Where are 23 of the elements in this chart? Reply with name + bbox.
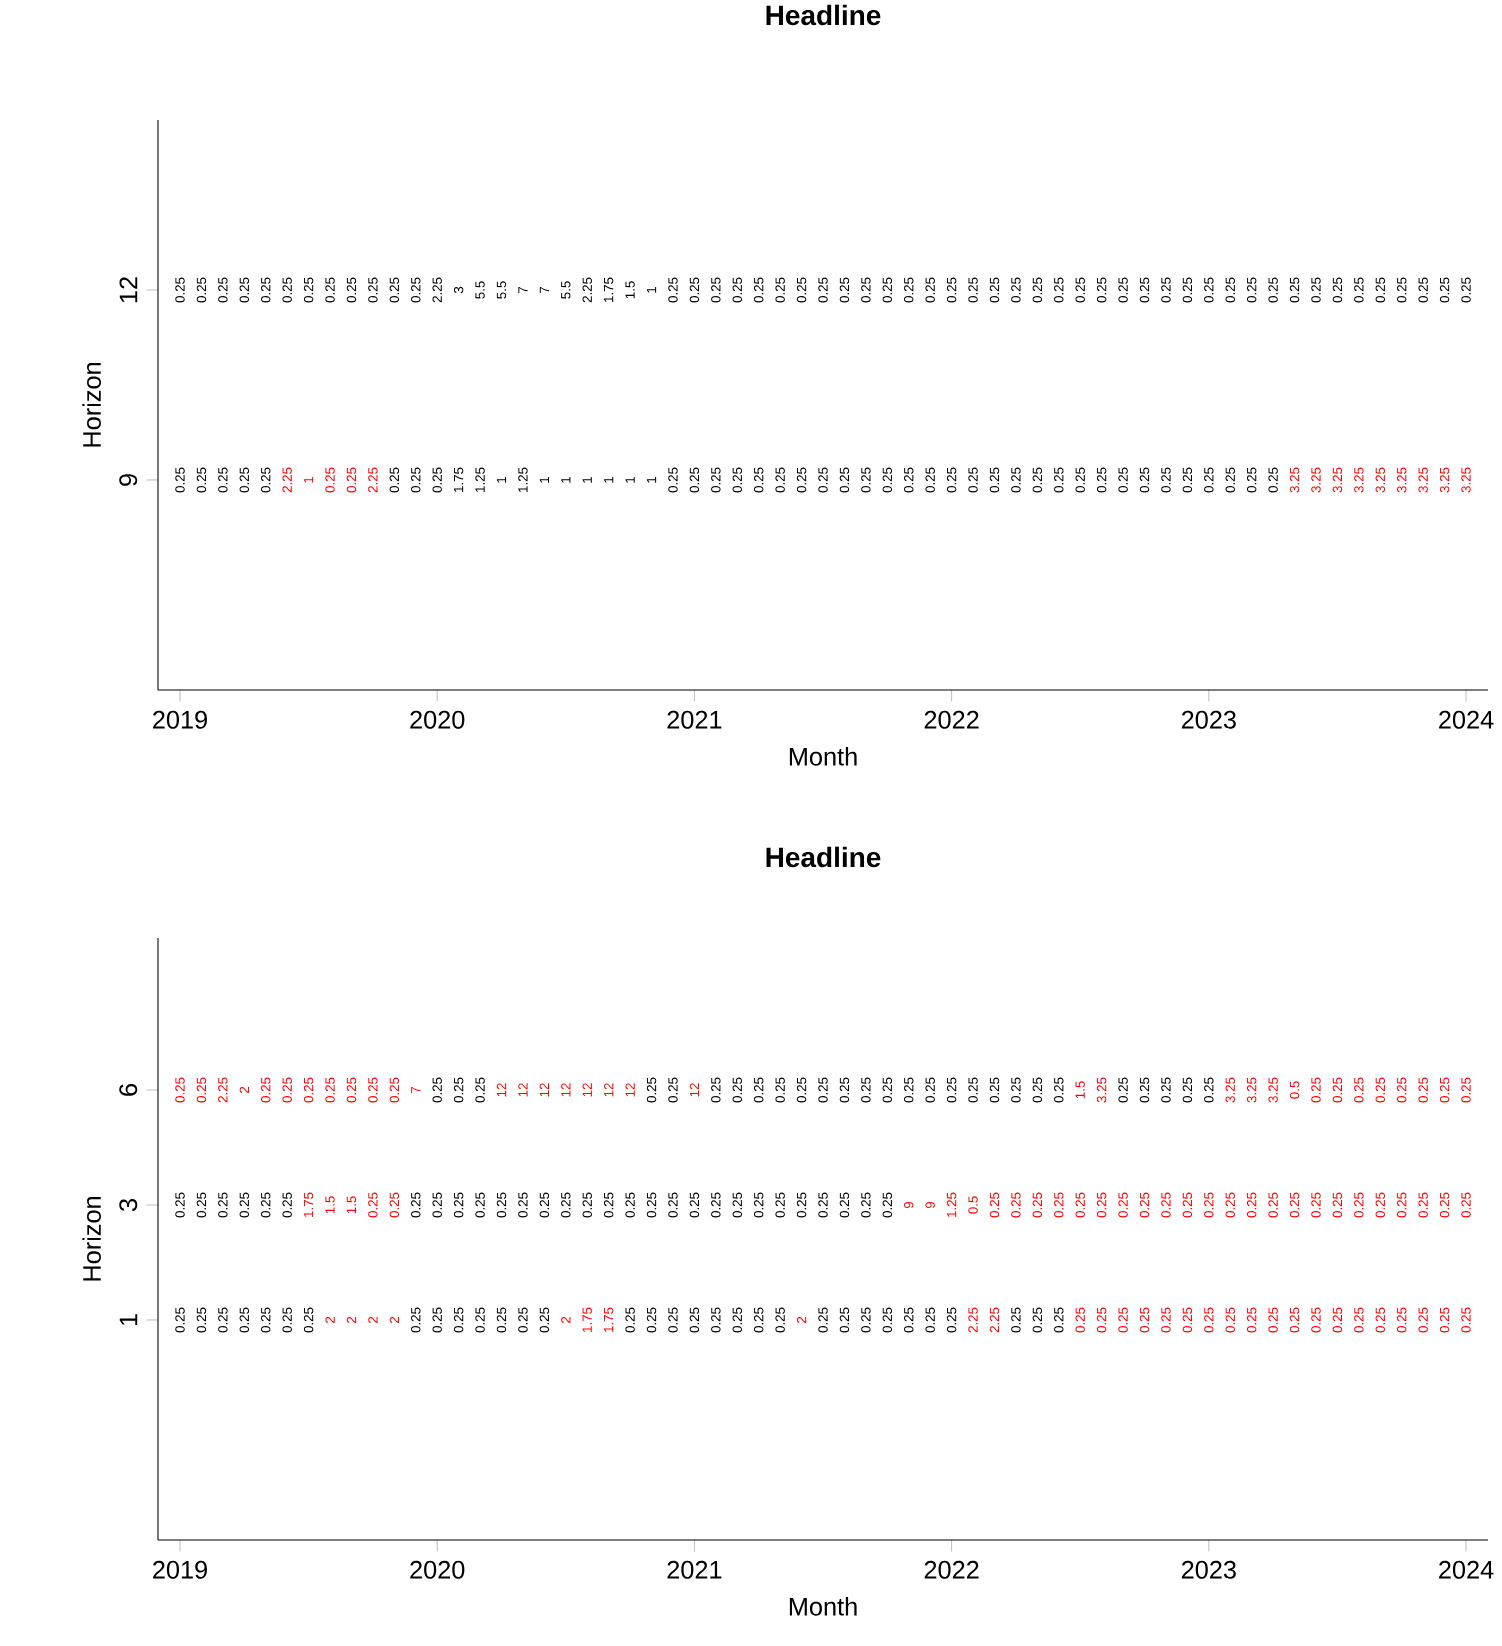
y-axis-title: Horizon [82, 362, 101, 447]
x-tick-label: 2020 [410, 710, 465, 729]
x-tick-label: 2023 [1181, 710, 1236, 729]
y-tick-label: 12 [119, 277, 138, 303]
x-tick-label: 2020 [410, 1560, 465, 1579]
y-tick-label: 9 [119, 474, 138, 486]
x-tick-label: 2023 [1181, 1560, 1236, 1579]
x-tick-label: 2024 [1439, 710, 1494, 729]
x-tick-label: 2022 [924, 710, 979, 729]
x-tick-label: 2019 [153, 1560, 207, 1579]
y-tick-label: 3 [119, 1199, 138, 1212]
x-tick-label: 2022 [924, 1560, 979, 1579]
x-axis-title: Month [789, 1597, 857, 1616]
chart-title: Headline [766, 4, 881, 26]
x-tick-label: 2021 [667, 1560, 722, 1579]
x-tick-label: 2021 [667, 710, 722, 729]
y-tick-label: 6 [119, 1084, 138, 1096]
chart-title: Headline [766, 846, 881, 868]
y-axis-title: Horizon [82, 1196, 101, 1281]
x-tick-label: 2024 [1439, 1560, 1494, 1579]
x-tick-label: 2019 [153, 710, 207, 729]
y-tick-label: 1 [119, 1314, 138, 1326]
x-axis-title: Month [789, 747, 857, 766]
